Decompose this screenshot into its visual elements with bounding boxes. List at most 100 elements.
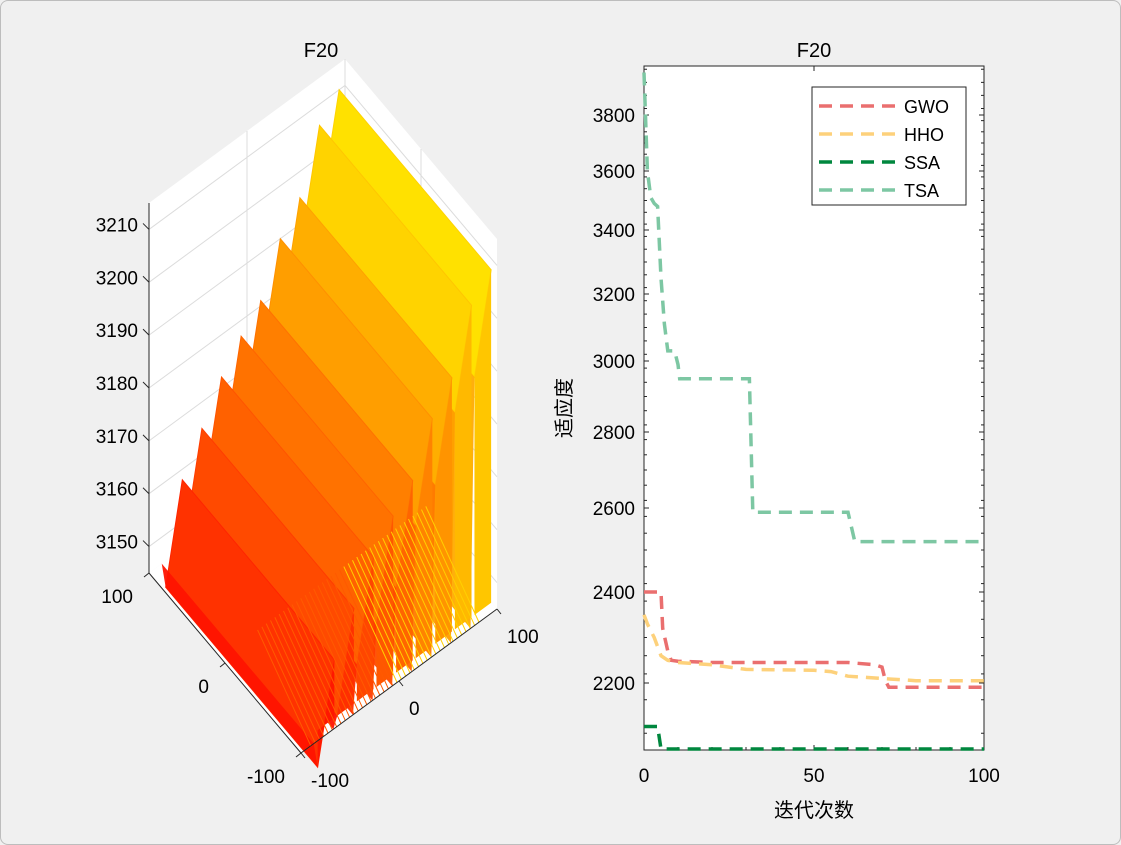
series-line-hho	[642, 614, 984, 683]
floor-line	[274, 617, 329, 734]
x-tick	[219, 662, 226, 668]
surface-ridge-slope	[161, 563, 318, 768]
floor-line	[330, 575, 385, 693]
y-tick-label: 2600	[593, 499, 635, 520]
surface-title: F20	[304, 40, 338, 62]
line-ticks: 0 50 100 2200 2400 2600 2800 3000 3200 3400 3600 38…	[593, 66, 1000, 787]
y-tick-label: 2800	[593, 423, 635, 444]
floor-line	[334, 572, 389, 689]
y-tick-label: 3600	[593, 162, 635, 183]
y-tick-label: 3200	[593, 285, 635, 306]
surface-ridge-face	[474, 269, 492, 615]
z-tick	[142, 275, 150, 283]
surface-ridge-face	[396, 480, 413, 673]
z-tick-label: 3180	[96, 374, 138, 395]
y-tick	[398, 680, 404, 687]
x-tick-label: -100	[247, 767, 285, 788]
floor-line	[416, 512, 471, 629]
floor-line	[352, 560, 407, 677]
floor-line	[317, 585, 372, 702]
z-tick-label: 3210	[96, 215, 138, 236]
y-axis-label: 适应度	[552, 378, 576, 438]
z-tick-label: 3160	[96, 480, 138, 501]
floor-line	[300, 598, 355, 715]
x-tick-label: 50	[803, 766, 824, 787]
floor-line	[313, 588, 368, 705]
convergence-plot[interactable]: F20 0 50 100 2200 2400 2600 2800 3000 3200 3400 36…	[552, 40, 1000, 822]
line-series	[642, 72, 984, 751]
z-tick	[142, 328, 150, 336]
legend-label-hho: HHO	[904, 125, 944, 145]
surface-ridge-face	[376, 516, 394, 687]
floor-line	[291, 604, 346, 721]
floor-line	[261, 626, 316, 743]
floor-line	[382, 537, 437, 655]
x-tick-label: 100	[101, 587, 133, 608]
x-tick	[295, 752, 302, 758]
floor-line	[295, 601, 351, 718]
z-tick	[142, 381, 150, 389]
floor-line	[343, 566, 398, 683]
y-tick-label: 0	[409, 699, 420, 720]
floor-line	[373, 544, 428, 661]
floor-line	[257, 629, 312, 747]
floor-line	[265, 623, 320, 740]
z-tick	[142, 434, 150, 442]
floor-line	[339, 569, 394, 686]
z-tick-label: 3150	[96, 533, 138, 554]
y-tick-label: 3800	[593, 106, 635, 127]
x-tick-label: 0	[639, 766, 650, 787]
y-tick	[496, 608, 502, 615]
surface-ridge-face	[337, 608, 354, 716]
floor-line	[356, 556, 411, 674]
floor-line	[399, 525, 454, 642]
floor-line	[390, 531, 445, 648]
z-tick	[142, 540, 150, 547]
floor-line	[283, 610, 338, 728]
floor-line	[408, 518, 463, 636]
z-tick	[142, 223, 150, 230]
line-title: F20	[797, 40, 831, 62]
surface-ridge-face	[356, 557, 374, 702]
legend-label-ssa: SSA	[904, 153, 940, 173]
y-tick-label: -100	[311, 771, 349, 792]
surface-plot[interactable]: F20 3150 3160 3170 3180 3190 3200 3210 100 0 -100…	[96, 40, 539, 792]
floor-line	[326, 579, 381, 696]
floor-line	[278, 613, 333, 731]
legend-label-gwo: GWO	[904, 97, 949, 117]
surface-floor-lines	[257, 506, 480, 747]
series-line-ssa	[644, 724, 984, 751]
floor-line	[364, 550, 420, 667]
surface-ridge-face	[454, 305, 472, 630]
x-tick-label: 0	[198, 677, 209, 698]
y-tick-label: 3400	[593, 221, 635, 242]
x-tick	[143, 572, 150, 578]
surface-ridges	[161, 88, 492, 769]
y-tick	[300, 752, 306, 759]
y-tick-label: 2200	[593, 674, 635, 695]
z-tick-label: 3170	[96, 427, 138, 448]
surface-ticks: 3150 3160 3170 3180 3190 3200 3210 100 0 -100 -100…	[96, 215, 539, 792]
floor-line	[270, 620, 325, 737]
legend[interactable]: GWO HHO SSA TSA	[811, 86, 967, 206]
y-tick-label: 2400	[593, 583, 635, 604]
z-tick-label: 3190	[96, 321, 138, 342]
floor-line	[395, 528, 450, 645]
floor-line	[321, 582, 376, 699]
floor-line	[304, 594, 359, 712]
z-tick	[142, 487, 150, 495]
x-tick-label: 100	[968, 766, 1000, 787]
floor-line	[347, 563, 402, 680]
floor-line	[287, 607, 342, 724]
floor-line	[308, 591, 363, 708]
legend-label-tsa: TSA	[904, 181, 939, 201]
surface-ridge-face	[435, 377, 452, 644]
floor-line	[377, 541, 432, 658]
y-tick-label: 100	[507, 627, 539, 648]
floor-line	[425, 506, 480, 623]
x-axis-label: 迭代次数	[774, 798, 854, 822]
floor-line	[412, 515, 467, 632]
y-tick-label: 3000	[593, 352, 635, 373]
floor-line	[369, 547, 424, 664]
